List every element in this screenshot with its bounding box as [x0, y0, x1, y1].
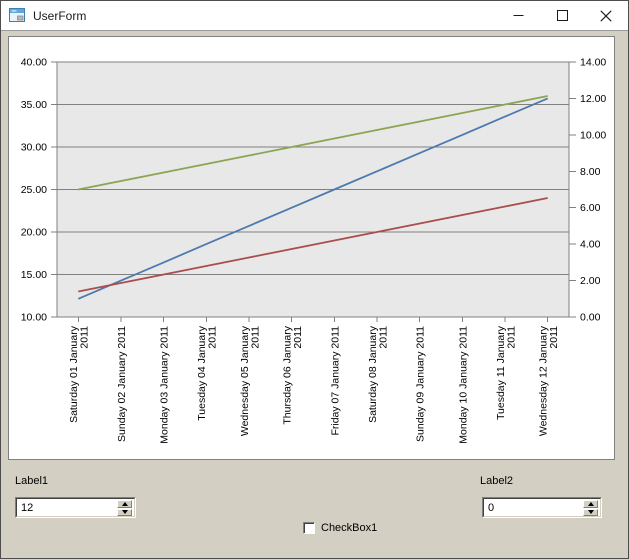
arrow-up-icon: [121, 501, 128, 506]
line-chart: 10.00 15.00 20.00 25.00 30.00 35.00 40.00 0.00 2…: [21, 57, 607, 444]
checkbox1-label: CheckBox1: [321, 522, 378, 534]
svg-text:Thursday 06 January2011: Thursday 06 January2011: [281, 325, 304, 424]
minimize-button[interactable]: [496, 1, 540, 30]
spin2-down-button[interactable]: [583, 508, 598, 516]
close-icon: [600, 9, 612, 22]
form-body: 10.00 15.00 20.00 25.00 30.00 35.00 40.00 0.00 2…: [1, 31, 628, 558]
window-title: UserForm: [33, 8, 87, 23]
checkbox1[interactable]: CheckBox1: [303, 522, 377, 534]
svg-text:12.00: 12.00: [580, 93, 606, 105]
spinbutton1: [117, 500, 132, 516]
svg-text:Sunday 02 January 2011: Sunday 02 January 2011: [116, 326, 128, 442]
spin1-up-button[interactable]: [117, 500, 132, 508]
svg-text:6.00: 6.00: [580, 202, 601, 214]
series-Series2: [78, 197, 548, 293]
svg-text:Tuesday 04 January2011: Tuesday 04 January2011: [196, 325, 219, 421]
svg-text:Saturday 08 January2011: Saturday 08 January2011: [367, 325, 390, 423]
maximize-icon: [556, 10, 568, 21]
maximize-button[interactable]: [540, 1, 584, 30]
textbox2-input[interactable]: [486, 500, 581, 516]
svg-text:2.00: 2.00: [580, 275, 601, 287]
svg-text:10.00: 10.00: [21, 312, 47, 324]
label2: Label2: [480, 475, 514, 487]
svg-text:8.00: 8.00: [580, 166, 601, 178]
svg-text:20.00: 20.00: [21, 227, 47, 239]
svg-text:40.00: 40.00: [21, 57, 47, 69]
svg-text:Monday 03 January 2011: Monday 03 January 2011: [159, 326, 171, 444]
titlebar: UserForm: [1, 1, 628, 31]
svg-text:4.00: 4.00: [580, 239, 601, 251]
svg-text:Friday 07 January 2011: Friday 07 January 2011: [329, 326, 341, 436]
svg-text:15.00: 15.00: [21, 269, 47, 281]
label1: Label1: [15, 475, 49, 487]
userform-icon: [9, 8, 25, 22]
svg-text:14.00: 14.00: [580, 57, 606, 69]
spin1-down-button[interactable]: [117, 508, 132, 516]
close-button[interactable]: [584, 1, 628, 30]
textbox2: [482, 497, 602, 518]
spinbutton2: [583, 500, 598, 516]
arrow-down-icon: [121, 510, 128, 515]
svg-text:Wednesday 12 January2011: Wednesday 12 January2011: [537, 325, 560, 436]
svg-text:Monday 10 January 2011: Monday 10 January 2011: [457, 326, 469, 444]
svg-text:10.00: 10.00: [580, 129, 606, 141]
arrow-up-icon: [587, 501, 594, 506]
svg-text:Sunday 09 January 2011: Sunday 09 January 2011: [415, 326, 427, 442]
minimize-icon: [513, 15, 523, 16]
chart-container: 10.00 15.00 20.00 25.00 30.00 35.00 40.00 0.00 2…: [8, 36, 615, 460]
series-Series1: [77, 97, 549, 300]
svg-text:0.00: 0.00: [580, 312, 601, 324]
svg-text:Wednesday 05 January2011: Wednesday 05 January2011: [239, 325, 262, 436]
textbox1-input[interactable]: [19, 500, 115, 516]
svg-text:Saturday 01 January2011: Saturday 01 January2011: [68, 325, 91, 423]
textbox1: [15, 497, 136, 518]
caption-buttons: [496, 1, 628, 30]
checkbox-icon[interactable]: [303, 522, 315, 534]
series-Series3: [78, 95, 548, 191]
svg-text:30.00: 30.00: [21, 142, 47, 154]
spin2-up-button[interactable]: [583, 500, 598, 508]
svg-text:35.00: 35.00: [21, 99, 47, 111]
svg-text:Tuesday 11 January2011: Tuesday 11 January2011: [495, 325, 518, 420]
svg-text:25.00: 25.00: [21, 184, 47, 196]
arrow-down-icon: [587, 510, 594, 515]
